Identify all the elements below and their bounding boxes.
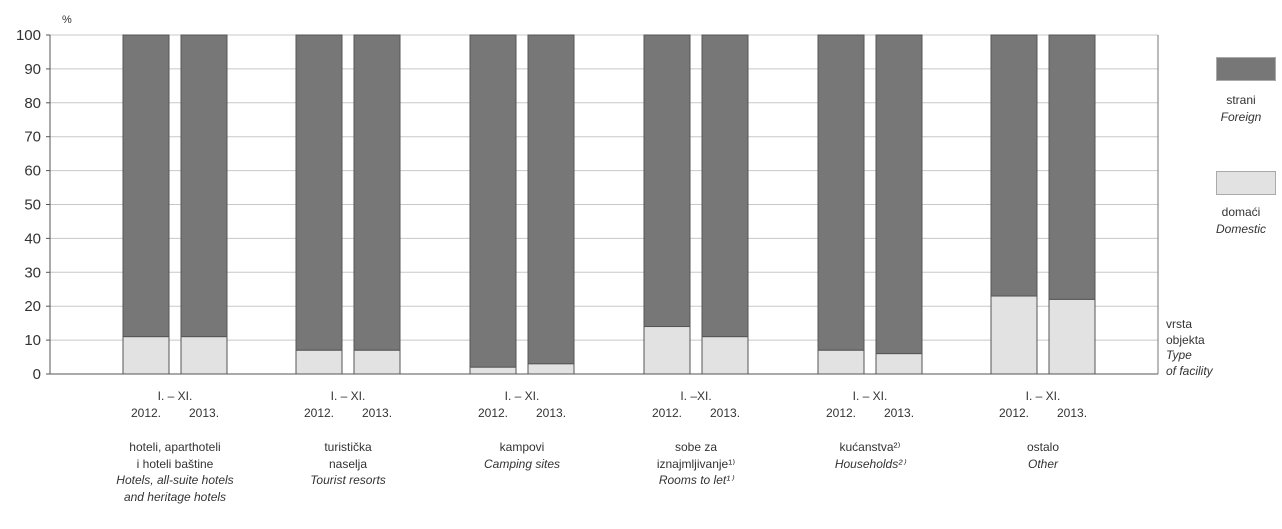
bar-domestic (701, 336, 749, 375)
group-year: 2012. (130, 405, 161, 420)
group-year: 2013. (1057, 405, 1088, 420)
y-tick-label: 60 (24, 163, 41, 180)
group-year: 2012. (477, 405, 508, 420)
legend-swatch-domestic (1216, 171, 1276, 195)
legend-label-line1: strani (1226, 93, 1256, 107)
group-period: I. –XI. (680, 389, 712, 403)
group-years: 2012. 2013. (95, 405, 255, 422)
axis-title-line4: of facility (1166, 363, 1213, 378)
bar-foreign (295, 34, 343, 351)
group-label: I. – XI. 2012. 2013. kućanstva²⁾ Households²… (790, 388, 950, 472)
group-label: I. – XI. 2012. 2013. ostalo Other (963, 388, 1123, 472)
legend-label-line1: domaći (1221, 205, 1261, 219)
bar-foreign (469, 34, 517, 368)
group-name-hr: iznajmljivanje¹⁾ (656, 456, 736, 471)
axis-title-line2: objekta (1166, 332, 1205, 347)
group-year: 2013. (189, 405, 220, 420)
bar-domestic (295, 349, 343, 375)
group-name-hr: kućanstva²⁾ (839, 440, 901, 454)
bar-foreign (875, 34, 923, 355)
bar-foreign (180, 34, 228, 338)
group-years: 2012. 2013. (790, 405, 950, 422)
bar-domestic (875, 353, 923, 375)
bar-foreign (527, 34, 575, 365)
group-name-en: Households²⁾ (834, 456, 906, 471)
y-tick-label: 40 (24, 230, 41, 247)
bar-domestic (1048, 298, 1096, 375)
legend-label-line2: Domestic (1215, 221, 1266, 236)
y-tick-label: 80 (24, 95, 41, 112)
y-tick-label: 100 (16, 27, 41, 44)
legend-label-line2: Foreign (1220, 109, 1262, 124)
bar-foreign (643, 34, 691, 328)
axis-title: vrsta objekta Type of facility (1166, 317, 1213, 379)
group-name-en: Rooms to let¹⁾ (658, 473, 734, 487)
group-label: I. – XI. 2012. 2013. turistička naselja Touri… (268, 388, 428, 489)
y-tick-label: 30 (24, 264, 41, 281)
group-name-en: Hotels, all-suite hotels (116, 473, 234, 487)
y-unit-label: % (62, 14, 72, 26)
group-year: 2012. (825, 405, 856, 420)
group-year: 2013. (710, 405, 741, 420)
bar-foreign (701, 34, 749, 338)
bar-domestic (353, 349, 401, 375)
group-name-hr: naselja (328, 456, 368, 471)
group-period: I. – XI. (157, 389, 193, 403)
bar-domestic (643, 326, 691, 375)
legend-swatch-foreign (1216, 57, 1276, 81)
bar-foreign (1048, 34, 1096, 300)
group-name-hr: turistička (324, 440, 372, 454)
bar-domestic (122, 336, 170, 375)
group-year: 2012. (998, 405, 1029, 420)
group-period: I. – XI. (852, 389, 888, 403)
group-name-hr: hoteli, aparthoteli (129, 440, 221, 454)
group-period: I. – XI. (1025, 389, 1061, 403)
group-year: 2013. (536, 405, 567, 420)
bar-foreign (353, 34, 401, 351)
group-years: 2012. 2013. (963, 405, 1123, 422)
y-tick-label: 50 (24, 197, 41, 214)
group-years: 2012. 2013. (616, 405, 776, 422)
group-years: 2012. 2013. (442, 405, 602, 422)
group-period: I. – XI. (330, 389, 366, 403)
group-name-hr: i hoteli baštine (136, 456, 214, 471)
group-year: 2012. (303, 405, 334, 420)
bar-domestic (527, 363, 575, 375)
group-name-en: Other (1027, 456, 1058, 471)
group-year: 2013. (362, 405, 393, 420)
bar-foreign (990, 34, 1038, 297)
group-year: 2012. (651, 405, 682, 420)
bar-foreign (817, 34, 865, 351)
group-label: I. – XI. 2012. 2013. kampovi Camping sites (442, 388, 602, 472)
legend-label-foreign: strani Foreign (1200, 92, 1282, 125)
group-name-en: Tourist resorts (310, 473, 386, 487)
bar-foreign (122, 34, 170, 338)
bar-domestic (180, 336, 228, 375)
bar-domestic (469, 366, 517, 375)
group-name-en: Camping sites (483, 456, 561, 471)
group-name-en: and heritage hotels (123, 489, 227, 504)
group-label: I. – XI. 2012. 2013. hoteli, aparthoteli i h… (95, 388, 255, 505)
bar-domestic (990, 295, 1038, 375)
axis-title-line1: vrsta (1166, 317, 1193, 331)
group-period: I. – XI. (504, 389, 540, 403)
bar-domestic (817, 349, 865, 375)
group-label: I. –XI. 2012. 2013. sobe za iznajmljivanje¹⁾… (616, 388, 776, 489)
group-name-hr: ostalo (1026, 440, 1060, 454)
group-name-hr: sobe za (674, 440, 718, 454)
legend-label-domestic: domaći Domestic (1200, 204, 1282, 237)
y-tick-label: 70 (24, 129, 41, 146)
y-tick-label: 90 (24, 61, 41, 78)
y-tick-label: 0 (33, 366, 41, 383)
y-tick-label: 10 (24, 332, 41, 349)
axis-title-line3: Type (1166, 348, 1192, 362)
group-name-hr: kampovi (499, 440, 545, 454)
group-year: 2013. (884, 405, 915, 420)
y-tick-label: 20 (24, 298, 41, 315)
group-years: 2012. 2013. (268, 405, 428, 422)
